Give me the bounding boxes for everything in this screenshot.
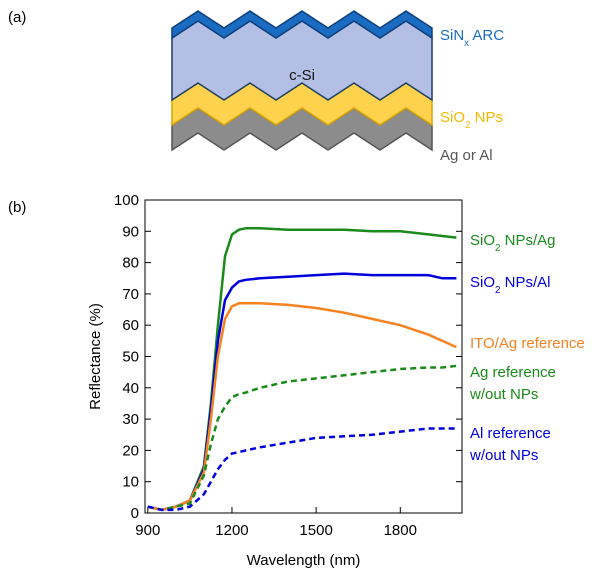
panel-a: (a) SiNx ARC c-Si SiO2 NPs Ag or Al [8,9,504,164]
y-tick-label: 10 [122,474,139,491]
y-tick-label: 0 [131,505,139,522]
arc-label: SiNx ARC [440,27,504,49]
y-tick-label: 50 [122,349,139,366]
series-line [147,302,457,512]
series-line [147,226,457,512]
panel-label: (a) [8,9,26,26]
legend-label: ITO/Ag reference [470,335,585,352]
x-tick-label: 1500 [299,522,332,539]
y-tick-label: 40 [122,380,139,397]
y-tick-label: 100 [114,192,139,209]
nps-label: SiO2 NPs [440,109,503,131]
bulk-label: c-Si [289,67,315,84]
legend-label: Ag reference w/out NPs [469,364,556,403]
series-line [147,427,457,512]
metal-label: Ag or Al [440,147,493,164]
panel-b: (b) 0 10 20 30 40 50 60 70 80 90 100 900 1200 1500 1800… [8,192,585,569]
y-tick-label: 60 [122,317,139,334]
y-tick-label: 70 [122,286,139,303]
legend-label: SiO2 NPs/Ag [470,232,555,254]
x-tick-label: 1200 [215,522,248,539]
y-tick-label: 30 [122,411,139,428]
y-tick-label: 90 [122,223,139,240]
legend-label: Al reference w/out NPs [469,425,551,464]
panel-label: (b) [8,199,26,216]
x-axis-label: Wavelength (nm) [247,552,361,569]
series-line [147,364,457,512]
y-tick-label: 80 [122,255,139,272]
series-line [147,272,457,512]
x-tick-label: 1800 [384,522,417,539]
x-tick-label: 900 [135,522,160,539]
legend-label: SiO2 NPs/Al [470,274,550,296]
arc-layer [171,10,433,40]
y-tick-label: 20 [122,442,139,459]
y-axis-label: Reflectance (%) [87,303,104,410]
plot-frame [144,199,463,514]
